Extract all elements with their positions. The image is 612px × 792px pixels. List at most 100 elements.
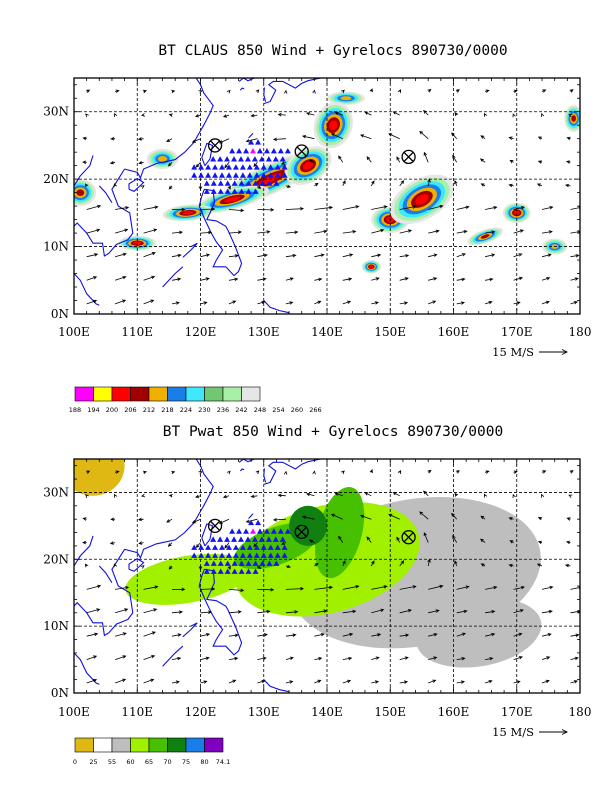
wind-vector	[257, 230, 271, 234]
wind-vector	[113, 563, 117, 568]
wind-vector	[285, 184, 291, 188]
colorbar: 188 194 200 206 212 218 224 230 236 242 248 254 260 2…	[69, 386, 322, 414]
wind-vector	[200, 680, 208, 684]
wind-vector	[228, 300, 237, 305]
x-tick-label: 110E	[121, 325, 153, 339]
wind-vector	[255, 89, 260, 94]
coastline	[263, 468, 267, 483]
obs-marker	[191, 164, 198, 170]
wind-vector	[399, 585, 417, 590]
x-tick-label: 120E	[185, 325, 217, 339]
obs-marker	[205, 552, 212, 558]
coastline	[162, 266, 184, 288]
obs-marker	[246, 164, 253, 170]
obs-marker	[224, 188, 231, 194]
obs-marker	[281, 544, 288, 550]
wind-vector	[285, 564, 291, 569]
wind-vector	[143, 205, 159, 210]
wind-vector	[541, 277, 551, 281]
wind-vector	[399, 277, 409, 281]
wind-vector	[480, 563, 486, 567]
wind-vector	[399, 205, 417, 210]
wind-vector	[456, 301, 466, 305]
wind-vector	[508, 563, 514, 568]
wind-vector	[110, 136, 116, 141]
obs-marker	[277, 528, 284, 534]
wind-vector	[86, 204, 102, 210]
wind-vector	[397, 470, 402, 474]
colorbar-swatch	[74, 386, 94, 402]
wind-vector	[314, 253, 325, 258]
wind-vector	[452, 535, 458, 543]
wind-vector	[483, 112, 488, 117]
obs-marker	[272, 156, 279, 162]
obs-marker	[245, 180, 252, 186]
coastline	[201, 142, 214, 167]
obs-marker	[251, 156, 258, 162]
wind-vector	[198, 566, 203, 571]
wind-vector	[508, 136, 514, 140]
wind-vector	[312, 89, 316, 94]
wind-vector	[82, 136, 87, 141]
wind-vector	[224, 162, 230, 169]
obs-marker	[249, 528, 256, 534]
obs-marker	[260, 552, 267, 558]
wind-vector	[114, 678, 127, 684]
colorbar-label: 65	[145, 758, 153, 766]
wind-vector	[137, 517, 144, 522]
colorbar-swatch	[130, 737, 150, 753]
wind-vector	[370, 560, 375, 567]
colorbar-label: 230	[198, 406, 210, 414]
wind-vector	[342, 300, 352, 305]
wind-vector	[541, 253, 552, 258]
wind-vector	[302, 135, 315, 140]
wind-vector	[508, 517, 514, 521]
x-tick-label: 120E	[185, 705, 217, 719]
wind-vector	[508, 183, 514, 188]
obs-marker	[239, 552, 246, 558]
wind-vector	[314, 229, 328, 234]
obs-marker	[249, 148, 256, 154]
obs-marker	[255, 139, 262, 145]
wind-vector	[143, 678, 155, 684]
obs-marker	[198, 552, 205, 558]
x-tick-label: 180	[569, 325, 592, 339]
plot-area	[74, 459, 580, 693]
wind-vector	[114, 608, 129, 614]
wind-vector	[198, 90, 203, 94]
wind-vector	[427, 558, 431, 567]
wind-vector	[537, 516, 543, 521]
colorbar-label: 194	[87, 406, 99, 414]
obs-marker	[266, 560, 273, 566]
obs-marker	[224, 156, 231, 162]
wind-vector	[114, 632, 127, 637]
wind-vector	[228, 656, 239, 661]
obs-marker	[224, 568, 231, 574]
wind-vector	[86, 228, 101, 234]
wind-vector	[226, 470, 231, 475]
obs-marker	[237, 156, 244, 162]
obs-marker	[252, 188, 259, 194]
obs-marker	[252, 180, 259, 186]
coastline	[248, 132, 254, 139]
wind-vector	[364, 492, 372, 497]
obs-marker	[210, 180, 217, 186]
wind-vector	[143, 608, 158, 614]
wind-vector	[456, 230, 468, 234]
wind-vector	[541, 300, 550, 305]
obs-marker	[238, 560, 245, 566]
wind-vector	[566, 540, 571, 545]
gyre-marker	[403, 151, 414, 162]
wind-vector	[257, 679, 266, 684]
obs-marker	[238, 188, 245, 194]
wind-vector	[195, 542, 201, 548]
obs-marker	[259, 560, 266, 566]
wind-vector	[569, 89, 574, 93]
wind-vector	[369, 88, 373, 93]
obs-marker	[224, 536, 231, 542]
wind-vector	[480, 183, 486, 187]
wind-vector	[195, 114, 201, 118]
coastline	[74, 168, 134, 257]
coastline	[198, 188, 243, 277]
wind-vector	[141, 493, 146, 498]
